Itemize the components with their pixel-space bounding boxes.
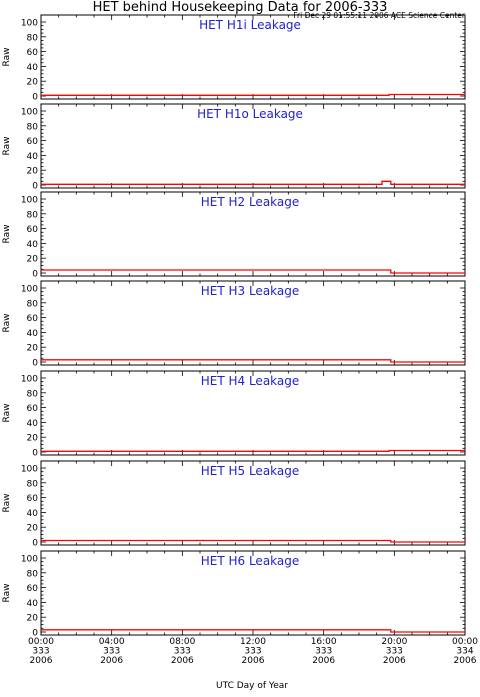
y-tick-label: 80 xyxy=(27,479,39,489)
y-tick-label: 80 xyxy=(27,389,39,399)
y-axis-label: Raw xyxy=(2,314,12,333)
y-tick-label: 20 xyxy=(27,434,39,444)
x-tick-time: 08:00 xyxy=(169,637,195,647)
y-tick-label: 40 xyxy=(27,329,39,339)
panel: 0 20 40 60 80 100 Raw HET H1i Leakage xyxy=(2,14,466,103)
y-tick-label: 40 xyxy=(27,240,39,250)
series-line xyxy=(41,449,465,452)
x-tick-time: 04:00 xyxy=(99,637,125,647)
panel: 0 20 40 60 80 100 Raw HET H2 Leakage xyxy=(2,191,466,280)
panel: 0 20 40 60 80 100 Raw HET H6 Leakage xyxy=(2,550,466,639)
series-line xyxy=(41,629,465,633)
series-line xyxy=(41,180,465,185)
y-tick-label: 60 xyxy=(27,314,39,324)
y-tick-label: 60 xyxy=(27,584,39,594)
y-tick-label: 40 xyxy=(27,419,39,429)
series-line xyxy=(41,93,465,96)
x-tick-doy: 333 xyxy=(174,647,191,657)
y-tick-label: 0 xyxy=(32,93,38,103)
y-tick-label: 40 xyxy=(27,152,39,162)
series-line xyxy=(41,269,465,274)
y-tick-label: 0 xyxy=(32,449,38,459)
x-tick-doy: 333 xyxy=(315,647,332,657)
y-tick-label: 100 xyxy=(21,19,38,29)
y-tick-label: 100 xyxy=(21,555,38,565)
y-tick-label: 80 xyxy=(27,299,39,309)
x-tick-year: 2006 xyxy=(312,656,335,666)
y-tick-label: 60 xyxy=(27,404,39,414)
x-tick-doy: 333 xyxy=(103,647,120,657)
y-tick-label: 0 xyxy=(32,270,38,280)
panel-title: HET H6 Leakage xyxy=(201,554,300,568)
panel-title: HET H4 Leakage xyxy=(201,374,300,388)
x-tick-doy: 333 xyxy=(32,647,49,657)
panel: 0 20 40 60 80 100 Raw HET H1o Leakage xyxy=(2,103,466,192)
y-axis-label: Raw xyxy=(2,494,12,513)
panel-title: HET H1o Leakage xyxy=(197,107,303,121)
y-tick-label: 60 xyxy=(27,225,39,235)
y-tick-label: 80 xyxy=(27,122,39,132)
y-tick-label: 80 xyxy=(27,33,39,43)
y-tick-label: 100 xyxy=(21,285,38,295)
y-tick-label: 100 xyxy=(21,108,38,118)
y-tick-label: 20 xyxy=(27,255,39,265)
x-tick-time: 00:00 xyxy=(28,637,54,647)
x-tick-year: 2006 xyxy=(242,656,265,666)
y-axis-label: Raw xyxy=(2,584,12,603)
x-tick-time: 00:00 xyxy=(452,637,478,647)
y-tick-label: 20 xyxy=(27,344,39,354)
y-tick-label: 20 xyxy=(27,614,39,624)
y-tick-label: 20 xyxy=(27,167,39,177)
y-tick-label: 20 xyxy=(27,78,39,88)
panel-title: HET H2 Leakage xyxy=(201,195,300,209)
panel-title: HET H3 Leakage xyxy=(201,284,300,298)
y-axis-label: Raw xyxy=(2,48,12,67)
y-tick-label: 60 xyxy=(27,494,39,504)
y-axis-label: Raw xyxy=(2,404,12,423)
x-tick-doy: 333 xyxy=(244,647,261,657)
x-axis-title: UTC Day of Year xyxy=(216,681,288,691)
series-line xyxy=(41,359,465,363)
y-tick-label: 100 xyxy=(21,465,38,475)
y-axis-label: Raw xyxy=(2,137,12,156)
x-tick-time: 20:00 xyxy=(381,637,407,647)
y-tick-label: 60 xyxy=(27,48,39,58)
y-tick-label: 0 xyxy=(32,539,38,549)
y-tick-label: 40 xyxy=(27,599,39,609)
panel: 0 20 40 60 80 100 Raw HET H3 Leakage xyxy=(2,280,466,369)
y-tick-label: 100 xyxy=(21,196,38,206)
panel-title: HET H1i Leakage xyxy=(199,18,301,32)
y-tick-label: 0 xyxy=(32,629,38,639)
y-tick-label: 0 xyxy=(32,359,38,369)
y-tick-label: 100 xyxy=(21,375,38,385)
y-tick-label: 80 xyxy=(27,210,39,220)
x-tick-year: 2006 xyxy=(171,656,194,666)
x-tick-doy: 333 xyxy=(386,647,403,657)
y-tick-label: 80 xyxy=(27,569,39,579)
panel: 0 20 40 60 80 100 Raw HET H5 Leakage xyxy=(2,460,466,549)
panel-title: HET H5 Leakage xyxy=(201,464,300,478)
x-tick-year: 2006 xyxy=(30,656,53,666)
x-tick-time: 12:00 xyxy=(240,637,266,647)
x-tick-year: 2006 xyxy=(383,656,406,666)
x-tick-year: 2006 xyxy=(454,656,477,666)
y-tick-label: 0 xyxy=(32,182,38,192)
x-tick-year: 2006 xyxy=(100,656,123,666)
x-tick-doy: 334 xyxy=(456,647,473,657)
y-tick-label: 40 xyxy=(27,509,39,519)
x-tick-time: 16:00 xyxy=(311,637,337,647)
figure-title: HET behind Housekeeping Data for 2006-33… xyxy=(93,0,388,15)
panel: 0 20 40 60 80 100 Raw HET H4 Leakage xyxy=(2,370,466,459)
y-tick-label: 60 xyxy=(27,137,39,147)
series-line xyxy=(41,539,465,543)
y-tick-label: 20 xyxy=(27,524,39,534)
y-tick-label: 40 xyxy=(27,63,39,73)
y-axis-label: Raw xyxy=(2,225,12,244)
